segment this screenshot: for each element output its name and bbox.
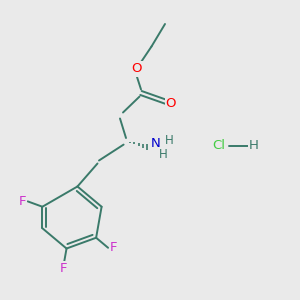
Text: F: F (19, 195, 26, 208)
Text: H: H (165, 134, 174, 147)
Text: O: O (131, 62, 142, 76)
Text: Cl: Cl (212, 139, 226, 152)
Text: F: F (60, 262, 68, 275)
Text: F: F (110, 241, 117, 254)
Text: N: N (151, 137, 161, 150)
Text: H: H (158, 148, 167, 161)
Text: O: O (166, 97, 176, 110)
Text: H: H (249, 139, 258, 152)
